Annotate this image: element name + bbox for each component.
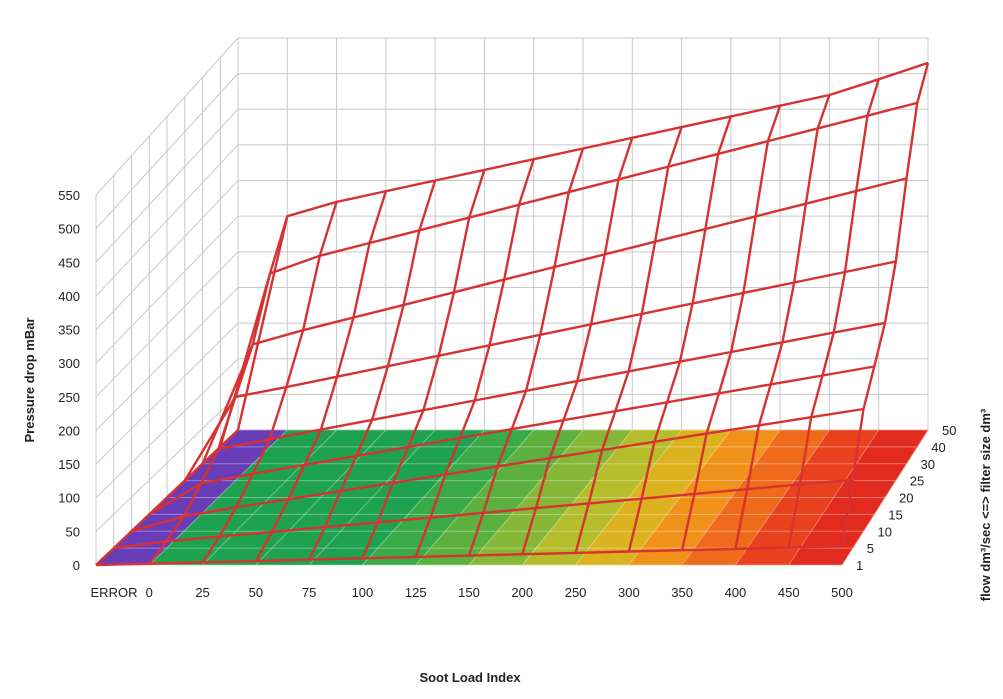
y-tick-label: 400 — [58, 289, 80, 304]
y-tick-label: 250 — [58, 390, 80, 405]
y-tick-label: 350 — [58, 323, 80, 338]
surface-column-line — [361, 169, 486, 559]
x-tick-label: 250 — [565, 585, 587, 600]
floor-gridline — [255, 429, 387, 566]
z-tick-label: 15 — [888, 507, 902, 522]
x-tick-label: 400 — [725, 585, 747, 600]
z-tick-label: 50 — [942, 423, 956, 438]
z-axis-title: flow dm³/sec <=> filter size dm³ — [978, 408, 993, 601]
surface-column-line — [201, 201, 338, 563]
y-axis-title: Pressure drop mBar — [22, 318, 37, 443]
y-tick-label: 0 — [73, 558, 80, 573]
x-tick-label: 450 — [778, 585, 800, 600]
floor-gridline — [468, 429, 584, 566]
surface-column-line — [574, 126, 683, 554]
y-tick-label: 500 — [58, 222, 80, 237]
floor-cell — [866, 429, 929, 448]
x-tick-label: 500 — [831, 585, 853, 600]
floor-gridline — [362, 429, 485, 566]
surface-column-line — [840, 62, 930, 547]
surface-column-line — [521, 137, 634, 555]
floor-gridline — [788, 429, 880, 566]
floor-gridline — [575, 429, 682, 566]
floor-gridline — [628, 429, 732, 566]
z-tick-label: 30 — [921, 457, 935, 472]
floor-gridline — [521, 429, 633, 566]
x-tick-label: 350 — [671, 585, 693, 600]
surface-column-line — [734, 94, 831, 550]
floor-gridline — [841, 429, 929, 566]
surface-column-line — [787, 78, 880, 548]
floor-gridline — [415, 429, 535, 566]
z-tick-label: 5 — [867, 541, 874, 556]
surface-column-line — [95, 429, 239, 566]
floor-gridline — [202, 429, 337, 566]
surface-column-line — [680, 105, 782, 551]
y-tick-label: 50 — [66, 524, 80, 539]
x-tick-label: 75 — [302, 585, 316, 600]
floor-gridline — [681, 429, 781, 566]
z-tick-label: 20 — [899, 491, 913, 506]
surface-column-line — [467, 148, 585, 556]
x-tick-label: 100 — [352, 585, 374, 600]
y-tick-label: 100 — [58, 491, 80, 506]
x-tick-label: 200 — [511, 585, 533, 600]
z-tick-label: 40 — [931, 440, 945, 455]
surface-floor — [95, 429, 929, 566]
y-tick-label: 300 — [58, 356, 80, 371]
floor-gridline — [735, 429, 830, 566]
surface-column-line — [414, 158, 535, 558]
x-tick-label: 300 — [618, 585, 640, 600]
floor-gridline — [308, 429, 436, 566]
surface-column-line — [627, 116, 733, 552]
x-tick-label: 0 — [146, 585, 153, 600]
z-tick-label: 1 — [856, 558, 863, 573]
surface-column-line — [254, 190, 388, 562]
x-tick-label: 25 — [195, 585, 209, 600]
x-axis-title: Soot Load Index — [419, 670, 521, 685]
y-tick-label: 450 — [58, 255, 80, 270]
surface-column-line — [308, 180, 437, 561]
x-tick-label: 125 — [405, 585, 427, 600]
y-tick-label: 200 — [58, 423, 80, 438]
surface-wireframe — [95, 61, 930, 567]
x-tick-label: ERROR — [91, 585, 138, 600]
z-tick-label: 10 — [878, 524, 892, 539]
x-tick-label: 150 — [458, 585, 480, 600]
z-tick-label: 25 — [910, 474, 924, 489]
surface-column-line — [148, 215, 289, 565]
y-tick-label: 150 — [58, 457, 80, 472]
y-tick-label: 550 — [58, 188, 80, 203]
x-tick-label: 50 — [249, 585, 263, 600]
chart-walls — [95, 37, 929, 566]
